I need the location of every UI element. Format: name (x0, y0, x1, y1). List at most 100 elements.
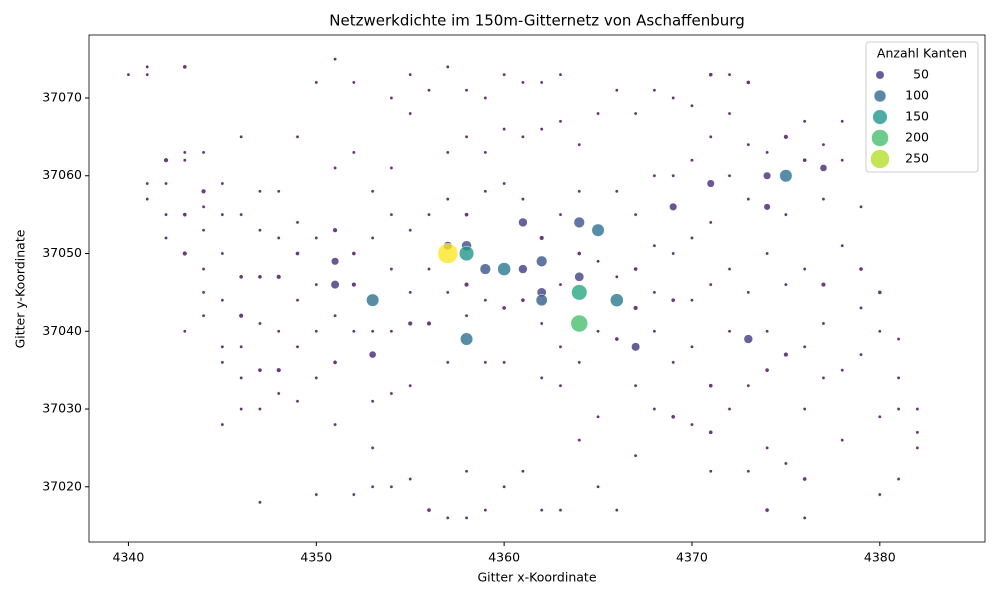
legend-marker (870, 149, 890, 169)
point (483, 298, 488, 303)
point (802, 119, 807, 124)
legend-label: 200 (905, 130, 929, 145)
x-tick-label: 4380 (864, 550, 896, 565)
y-axis-label: Gitter y-Koordinate (13, 229, 28, 348)
point (520, 134, 525, 139)
point (182, 150, 187, 155)
x-tick-label: 4350 (300, 550, 332, 565)
point (574, 271, 585, 282)
point (743, 334, 754, 344)
point (706, 179, 715, 188)
point (463, 282, 470, 288)
point (727, 72, 732, 77)
point (614, 336, 620, 342)
point (671, 96, 676, 100)
point (671, 251, 676, 256)
point (314, 329, 319, 334)
point (257, 228, 262, 233)
point (314, 236, 319, 240)
point (479, 263, 491, 275)
point (746, 290, 751, 295)
point (182, 158, 187, 163)
point (314, 375, 319, 380)
legend-marker (873, 89, 887, 103)
point (333, 422, 338, 427)
point (558, 212, 563, 217)
point (220, 181, 225, 186)
point (518, 264, 528, 274)
point (570, 314, 588, 333)
point (610, 293, 624, 307)
point (779, 169, 793, 183)
point (596, 329, 600, 334)
point (464, 134, 469, 139)
point (558, 508, 563, 513)
point (201, 204, 206, 209)
point (332, 227, 338, 233)
point (333, 57, 338, 62)
point (518, 217, 528, 228)
point (577, 142, 582, 147)
point (445, 64, 450, 69)
point (408, 111, 413, 116)
point (238, 313, 244, 319)
point (333, 313, 338, 318)
point (652, 243, 657, 248)
point (145, 72, 150, 77)
point (257, 367, 263, 373)
point (802, 344, 807, 349)
point (802, 267, 807, 272)
point (502, 484, 507, 489)
point (201, 267, 206, 272)
point (614, 88, 619, 93)
point (502, 127, 507, 132)
point (458, 245, 475, 262)
point (840, 368, 845, 373)
point (370, 236, 375, 240)
point (821, 142, 826, 147)
point (783, 134, 789, 140)
point (614, 189, 619, 194)
x-tick-label: 4370 (676, 550, 708, 565)
point (840, 158, 845, 163)
point (821, 321, 826, 326)
legend-label: 250 (905, 151, 929, 166)
point (690, 103, 694, 108)
point (571, 284, 588, 301)
point (464, 313, 469, 318)
x-axis-label: Gitter x-Koordinate (477, 570, 596, 585)
point (802, 407, 807, 411)
point (464, 88, 469, 93)
point (408, 290, 413, 295)
point (389, 391, 394, 396)
point (536, 255, 548, 267)
point (276, 391, 281, 396)
point (765, 251, 770, 256)
point (596, 484, 600, 489)
point (445, 515, 450, 520)
point (370, 399, 375, 404)
point (502, 360, 507, 365)
point (408, 477, 413, 481)
point (633, 212, 638, 217)
point (464, 469, 469, 474)
y-tick-label: 37040 (42, 323, 82, 338)
point (145, 181, 150, 186)
point (501, 305, 507, 311)
point (145, 197, 150, 202)
point (558, 119, 563, 124)
point (257, 500, 262, 505)
point (820, 282, 827, 288)
point (370, 189, 375, 194)
point (633, 453, 638, 458)
point (389, 212, 394, 217)
point (727, 111, 732, 116)
point (331, 257, 340, 266)
point (239, 407, 244, 411)
legend-title: Anzahl Kanten (877, 46, 967, 61)
point (164, 212, 168, 217)
point (427, 267, 431, 272)
point (596, 414, 600, 419)
point (577, 438, 582, 443)
